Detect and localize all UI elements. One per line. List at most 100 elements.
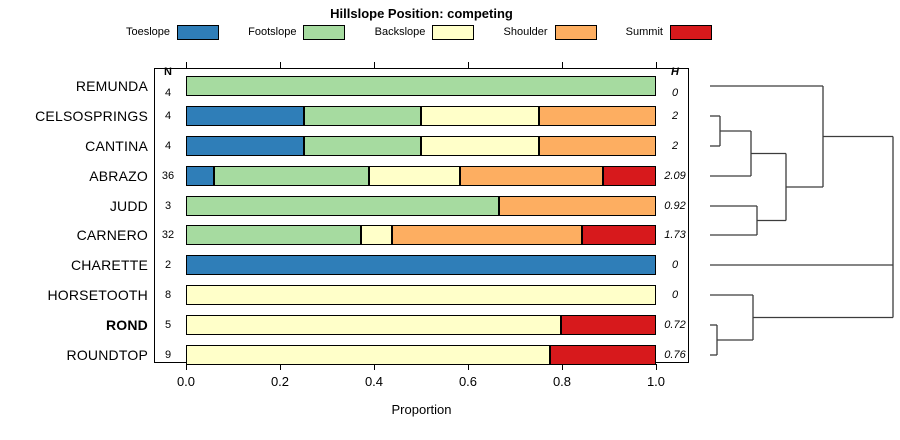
bar-segment-summit (602, 166, 656, 186)
tick-label: 0.2 (270, 374, 290, 389)
stacked-bar-horsetooth (186, 285, 656, 305)
top-tick (374, 61, 376, 68)
legend-swatch-backslope (432, 24, 475, 40)
stacked-bar-judd (186, 196, 656, 216)
legend-label: Footslope (248, 26, 297, 38)
row-label-abrazo: ABRAZO (89, 168, 148, 184)
bottom-tick (374, 363, 376, 370)
stacked-bar-rond (186, 315, 656, 335)
h-value: 1.73 (664, 229, 686, 241)
bar-segment-backslope (421, 106, 539, 126)
bar-segment-shoulder (538, 106, 656, 126)
n-value: 5 (164, 319, 172, 331)
h-value: 0.92 (664, 200, 686, 212)
row-label-celsosprings: CELSOSPRINGS (35, 108, 148, 124)
row-label-roundtop: ROUNDTOP (66, 347, 148, 363)
stacked-bar-roundtop (186, 345, 656, 365)
legend-item-backslope: Backslope (374, 24, 475, 40)
row-label-carnero: CARNERO (76, 227, 148, 243)
legend-label: Toeslope (126, 26, 171, 38)
bar-segment-backslope (368, 166, 461, 186)
bar-segment-footslope (303, 106, 421, 126)
tick-label: 0.0 (176, 374, 196, 389)
bar-segment-shoulder (392, 225, 582, 245)
n-value: 9 (164, 349, 172, 361)
n-value: 32 (161, 229, 175, 241)
tick-label: 0.4 (364, 374, 384, 389)
n-value: 2 (164, 259, 172, 271)
legend-swatch-footslope (303, 24, 346, 40)
n-value: 4 (164, 110, 172, 122)
h-value: 0.72 (664, 319, 686, 331)
tick-label: 0.8 (552, 374, 572, 389)
n-value: 3 (164, 200, 172, 212)
stacked-bar-remunda (186, 76, 656, 96)
bar-segment-backslope (186, 315, 561, 335)
bar-segment-backslope (421, 136, 539, 156)
legend-item-footslope: Footslope (248, 24, 346, 40)
bar-segment-shoulder (538, 136, 656, 156)
n-column-header: N (164, 66, 172, 78)
n-value: 36 (161, 170, 175, 182)
legend: Toeslope Footslope Backslope Shoulder Summit (126, 24, 712, 40)
bar-segment-backslope (186, 285, 656, 305)
legend-item-summit: Summit (625, 24, 712, 40)
x-axis-label: Proportion (391, 402, 452, 417)
h-value: 0 (671, 87, 679, 99)
stacked-bar-celsosprings (186, 106, 656, 126)
bar-segment-footslope (186, 76, 656, 96)
n-value: 4 (164, 87, 172, 99)
bar-segment-toeslope (186, 106, 304, 126)
top-tick (280, 61, 282, 68)
bar-segment-backslope (361, 225, 393, 245)
legend-item-toeslope: Toeslope (126, 24, 220, 40)
tick-label: 0.6 (458, 374, 478, 389)
bar-segment-footslope (213, 166, 369, 186)
bar-segment-footslope (186, 225, 362, 245)
bar-segment-toeslope (186, 166, 214, 186)
legend-swatch-shoulder (554, 24, 597, 40)
legend-swatch-toeslope (177, 24, 220, 40)
stacked-bar-carnero (186, 225, 656, 245)
bottom-tick (186, 363, 188, 370)
h-value: 2.09 (664, 170, 686, 182)
top-tick (656, 61, 658, 68)
h-value: 2 (671, 140, 679, 152)
stacked-bar-charette (186, 255, 656, 275)
top-tick (468, 61, 470, 68)
bottom-tick (562, 363, 564, 370)
h-value: 0.76 (664, 349, 686, 361)
row-label-horsetooth: HORSETOOTH (47, 287, 148, 303)
row-label-rond: ROND (105, 317, 148, 333)
n-value: 4 (164, 140, 172, 152)
bar-segment-footslope (186, 196, 499, 216)
bar-segment-toeslope (186, 255, 656, 275)
row-label-remunda: REMUNDA (75, 78, 148, 94)
h-value: 0 (671, 259, 679, 271)
top-tick (186, 61, 188, 68)
bottom-tick (468, 363, 470, 370)
legend-item-shoulder: Shoulder (504, 24, 597, 40)
stacked-bar-abrazo (186, 166, 656, 186)
bar-segment-summit (550, 345, 656, 365)
chart-title: Hillslope Position: competing (330, 6, 513, 21)
bar-segment-summit (560, 315, 656, 335)
bar-segment-shoulder (498, 196, 656, 216)
bottom-tick (656, 363, 658, 370)
row-label-cantina: CANTINA (85, 138, 148, 154)
h-column-header: H (671, 66, 679, 78)
bar-segment-toeslope (186, 136, 304, 156)
h-value: 2 (671, 110, 679, 122)
h-value: 0 (671, 289, 679, 301)
tick-label: 1.0 (646, 374, 666, 389)
bar-segment-backslope (186, 345, 551, 365)
legend-label: Summit (625, 26, 663, 38)
row-label-judd: JUDD (109, 198, 148, 214)
legend-label: Backslope (374, 26, 426, 38)
n-value: 8 (164, 289, 172, 301)
legend-swatch-summit (669, 24, 712, 40)
row-label-charette: CHARETTE (70, 257, 148, 273)
bottom-tick (280, 363, 282, 370)
bar-segment-summit (581, 225, 656, 245)
